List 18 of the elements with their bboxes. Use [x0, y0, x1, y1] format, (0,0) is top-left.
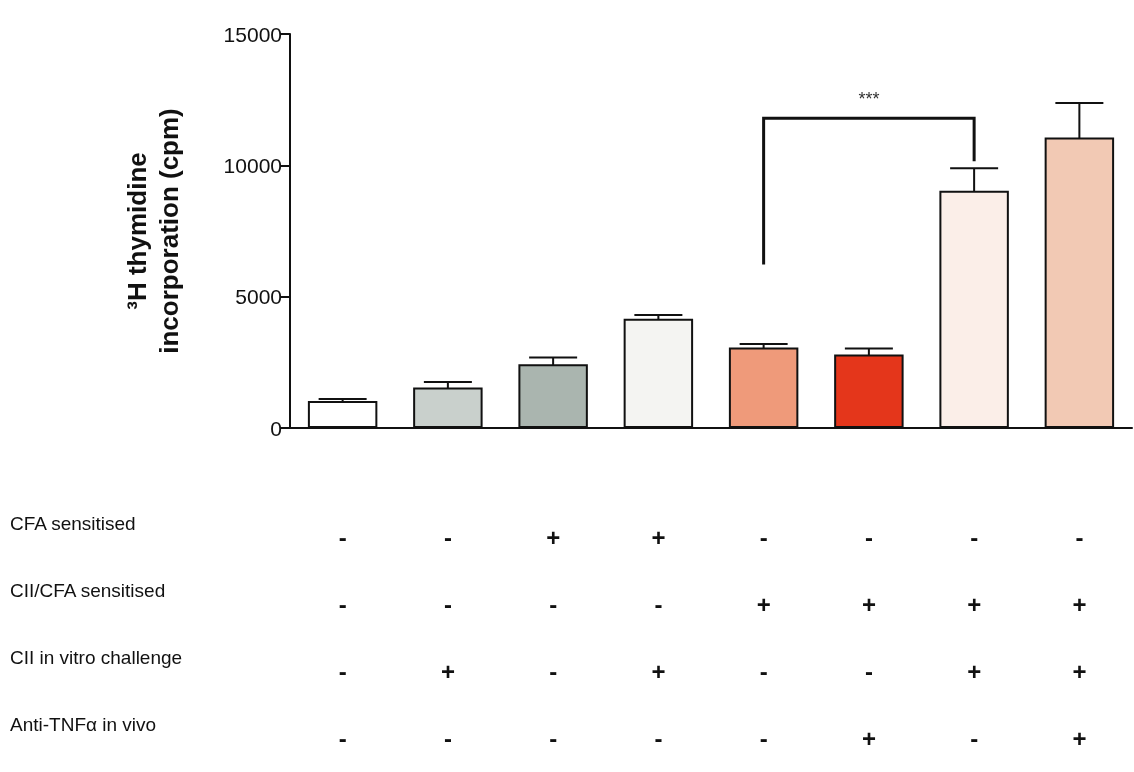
- y-tick-label: 15000: [223, 22, 282, 46]
- y-axis-title: ³H thymidine incorporation (cpm): [122, 108, 184, 354]
- y-tick-label: 5000: [235, 285, 282, 309]
- text: CFA sensitised: [10, 513, 136, 534]
- category-label: - + + -: [967, 524, 982, 752]
- category-label: - + - +: [861, 524, 876, 752]
- text: CII in vitro challenge: [10, 647, 183, 668]
- category-label: - - - -: [338, 524, 347, 752]
- category-label: + - - -: [546, 524, 561, 752]
- y-tick-label: 10000: [223, 153, 282, 177]
- category-label: - + - -: [756, 524, 771, 752]
- y-tick-label: 0: [270, 416, 282, 440]
- category-label: + - + -: [651, 524, 666, 752]
- category-label: - + + +: [1072, 524, 1087, 752]
- category-label: - - + -: [440, 524, 455, 752]
- text: Anti-TNFα in vivo: [10, 714, 157, 735]
- text: CII/CFA sensitised: [10, 580, 166, 601]
- annotation: ***: [858, 89, 880, 110]
